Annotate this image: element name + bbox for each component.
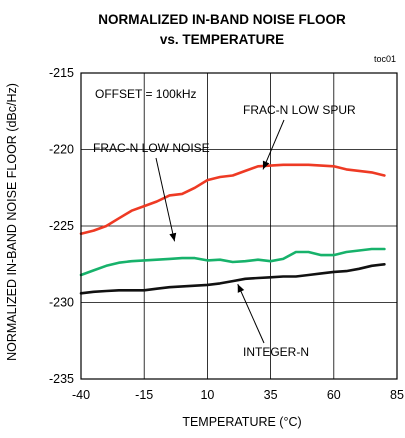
series-line-integer-n bbox=[81, 264, 384, 293]
x-tick-label: -15 bbox=[135, 388, 153, 402]
chart-title-line1: NORMALIZED IN-BAND NOISE FLOOR bbox=[98, 12, 346, 27]
annotation-label: FRAC-N LOW NOISE bbox=[93, 141, 210, 155]
y-tick-label: -215 bbox=[49, 66, 74, 80]
x-axis-label: TEMPERATURE (°C) bbox=[182, 415, 301, 429]
annotation-leader-line bbox=[238, 284, 264, 343]
annotation-arrowhead bbox=[169, 233, 176, 242]
grid bbox=[81, 73, 397, 379]
annotation-label: FRAC-N LOW SPUR bbox=[243, 103, 356, 117]
figure-code: toc01 bbox=[374, 54, 396, 64]
y-tick-label: -230 bbox=[49, 296, 74, 310]
condition-text: OFFSET = 100kHz bbox=[95, 87, 196, 101]
y-axis-label: NORMALIZED IN-BAND NOISE FLOOR (dBc/Hz) bbox=[5, 83, 19, 361]
annotation-label: INTEGER-N bbox=[243, 345, 309, 359]
series-line-frac-n-low-spur bbox=[81, 165, 384, 234]
y-tick-label: -220 bbox=[49, 143, 74, 157]
series-layer bbox=[81, 165, 384, 293]
x-tick-label: 35 bbox=[264, 388, 278, 402]
y-tick-label: -225 bbox=[49, 219, 74, 233]
x-tick-label: 85 bbox=[390, 388, 404, 402]
chart-title-line2: vs. TEMPERATURE bbox=[160, 32, 284, 47]
x-tick-label: -40 bbox=[72, 388, 90, 402]
y-tick-label: -235 bbox=[49, 372, 74, 386]
annotations: FRAC-N LOW SPUR FRAC-N LOW NOISE INTEGER-N bbox=[93, 103, 356, 359]
annotation-leader-line bbox=[263, 120, 284, 169]
x-tick-label: 10 bbox=[200, 388, 214, 402]
x-tick-label: 60 bbox=[327, 388, 341, 402]
